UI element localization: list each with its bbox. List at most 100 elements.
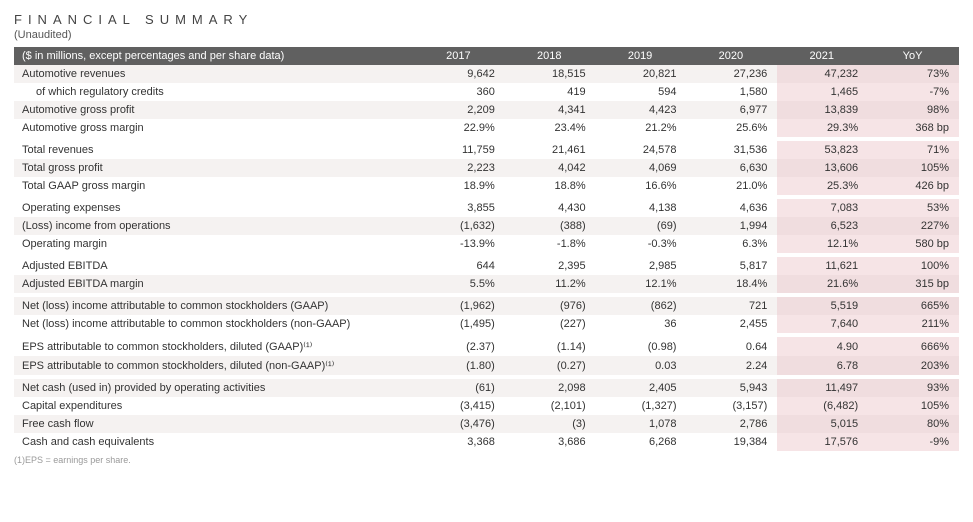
row-value: (3,157) xyxy=(686,397,777,415)
row-value: 3,855 xyxy=(414,199,505,217)
page-title: FINANCIAL SUMMARY xyxy=(14,12,959,27)
row-label: Operating margin xyxy=(14,235,414,253)
row-value: 426 bp xyxy=(868,177,959,195)
table-row: Free cash flow(3,476)(3)1,0782,7865,0158… xyxy=(14,415,959,433)
row-value: 80% xyxy=(868,415,959,433)
row-value: 29.3% xyxy=(777,119,868,137)
row-label: EPS attributable to common stockholders,… xyxy=(14,356,414,375)
row-value: 11,497 xyxy=(777,379,868,397)
row-value: (1,632) xyxy=(414,217,505,235)
row-value: 53% xyxy=(868,199,959,217)
table-row: Total gross profit2,2234,0424,0696,63013… xyxy=(14,159,959,177)
row-value: 211% xyxy=(868,315,959,333)
row-label: Adjusted EBITDA xyxy=(14,257,414,275)
row-value: (0.98) xyxy=(596,337,687,356)
row-label: Automotive revenues xyxy=(14,65,414,83)
table-row: Adjusted EBITDA6442,3952,9855,81711,6211… xyxy=(14,257,959,275)
header-col-2020: 2020 xyxy=(686,47,777,65)
row-value: (227) xyxy=(505,315,596,333)
row-value: 665% xyxy=(868,297,959,315)
header-col-2018: 2018 xyxy=(505,47,596,65)
row-value: 594 xyxy=(596,83,687,101)
row-value: 16.6% xyxy=(596,177,687,195)
row-value: 11,759 xyxy=(414,141,505,159)
table-row: EPS attributable to common stockholders,… xyxy=(14,337,959,356)
row-label: Operating expenses xyxy=(14,199,414,217)
row-value: 3,368 xyxy=(414,433,505,451)
row-value: (1,495) xyxy=(414,315,505,333)
row-value: 7,640 xyxy=(777,315,868,333)
row-value: 2,405 xyxy=(596,379,687,397)
row-value: 5,817 xyxy=(686,257,777,275)
row-value: 4,341 xyxy=(505,101,596,119)
header-col-2017: 2017 xyxy=(414,47,505,65)
row-value: 18.9% xyxy=(414,177,505,195)
row-value: 22.9% xyxy=(414,119,505,137)
header-col-yoy: YoY xyxy=(868,47,959,65)
row-value: 36 xyxy=(596,315,687,333)
row-value: 12.1% xyxy=(777,235,868,253)
row-value: 12.1% xyxy=(596,275,687,293)
row-value: 47,232 xyxy=(777,65,868,83)
row-value: 2,786 xyxy=(686,415,777,433)
row-value: 31,536 xyxy=(686,141,777,159)
table-header-row: ($ in millions, except percentages and p… xyxy=(14,47,959,65)
row-value: 0.64 xyxy=(686,337,777,356)
row-value: 2,223 xyxy=(414,159,505,177)
row-value: -7% xyxy=(868,83,959,101)
row-value: 21.2% xyxy=(596,119,687,137)
row-value: 11.2% xyxy=(505,275,596,293)
row-value: 644 xyxy=(414,257,505,275)
row-label: Capital expenditures xyxy=(14,397,414,415)
row-value: 100% xyxy=(868,257,959,275)
table-row: Total revenues11,75921,46124,57831,53653… xyxy=(14,141,959,159)
row-value: (862) xyxy=(596,297,687,315)
row-value: 6,630 xyxy=(686,159,777,177)
row-value: 1,994 xyxy=(686,217,777,235)
row-value: (1.14) xyxy=(505,337,596,356)
row-value: 580 bp xyxy=(868,235,959,253)
row-value: 368 bp xyxy=(868,119,959,137)
table-row: Capital expenditures(3,415)(2,101)(1,327… xyxy=(14,397,959,415)
row-label: Automotive gross margin xyxy=(14,119,414,137)
row-label: Adjusted EBITDA margin xyxy=(14,275,414,293)
header-col-2019: 2019 xyxy=(596,47,687,65)
row-value: 11,621 xyxy=(777,257,868,275)
row-value: 2,098 xyxy=(505,379,596,397)
table-row: (Loss) income from operations(1,632)(388… xyxy=(14,217,959,235)
row-value: 360 xyxy=(414,83,505,101)
row-label: Total revenues xyxy=(14,141,414,159)
row-value: 6,268 xyxy=(596,433,687,451)
row-value: (61) xyxy=(414,379,505,397)
row-value: 4,423 xyxy=(596,101,687,119)
row-value: (1,962) xyxy=(414,297,505,315)
row-value: 5,943 xyxy=(686,379,777,397)
row-value: (3,476) xyxy=(414,415,505,433)
table-row: Cash and cash equivalents3,3683,6866,268… xyxy=(14,433,959,451)
row-value: 1,465 xyxy=(777,83,868,101)
row-value: 315 bp xyxy=(868,275,959,293)
row-value: 9,642 xyxy=(414,65,505,83)
row-value: 25.3% xyxy=(777,177,868,195)
row-value: 19,384 xyxy=(686,433,777,451)
row-value: 721 xyxy=(686,297,777,315)
row-value: (1,327) xyxy=(596,397,687,415)
table-row: of which regulatory credits3604195941,58… xyxy=(14,83,959,101)
table-row: Net (loss) income attributable to common… xyxy=(14,297,959,315)
row-value: 6,977 xyxy=(686,101,777,119)
row-label: Net (loss) income attributable to common… xyxy=(14,315,414,333)
row-value: 21.6% xyxy=(777,275,868,293)
header-label: ($ in millions, except percentages and p… xyxy=(14,47,414,65)
row-label: Net (loss) income attributable to common… xyxy=(14,297,414,315)
row-value: 53,823 xyxy=(777,141,868,159)
row-value: 4,042 xyxy=(505,159,596,177)
financial-summary-table: ($ in millions, except percentages and p… xyxy=(14,47,959,451)
row-value: 6,523 xyxy=(777,217,868,235)
row-value: 21.0% xyxy=(686,177,777,195)
page-subtitle: (Unaudited) xyxy=(14,29,959,41)
row-value: 4.90 xyxy=(777,337,868,356)
row-value: 27,236 xyxy=(686,65,777,83)
row-value: 18,515 xyxy=(505,65,596,83)
row-value: 105% xyxy=(868,159,959,177)
row-value: 21,461 xyxy=(505,141,596,159)
